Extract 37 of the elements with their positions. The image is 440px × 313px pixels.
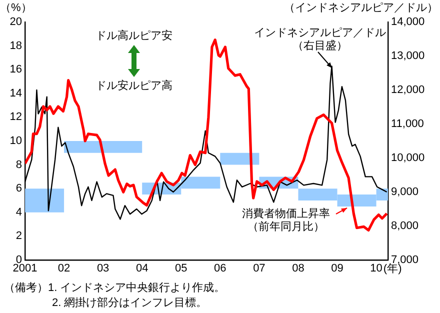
x-tick-label: 05: [175, 262, 188, 275]
y-tick-label: 16: [10, 64, 22, 76]
x-tick-label: 09: [331, 262, 344, 275]
y-tick-label: 14: [10, 87, 22, 100]
text: 2. 網掛け部分はインフレ目標。: [52, 296, 208, 310]
y-axis-title: （%）: [0, 2, 32, 14]
text: インドネシアルピア／ドル（右目盛）: [254, 27, 386, 52]
x-tick-label: 06: [214, 262, 226, 275]
annotation: ドル安ルピア高: [96, 78, 172, 93]
y-tick-label: 20: [10, 16, 22, 28]
y-tick-label: 18: [10, 40, 22, 52]
y-tick-label: 6: [16, 182, 22, 195]
x-tick-label: 07: [253, 262, 266, 275]
y-tick-label: 2: [16, 230, 22, 242]
y2-tick-label: 12,000: [391, 84, 425, 96]
y2-tick-label: 11,000: [391, 118, 424, 130]
y2-tick-label: 13,000: [391, 50, 425, 62]
x-tick-label: 04: [136, 262, 148, 275]
bar: [220, 152, 260, 165]
y2-tick-label: 8,000: [391, 220, 419, 232]
y2-axis-title: （インドネシアルピア／ドル）: [284, 2, 438, 14]
y2-tick-label: 9,000: [391, 186, 419, 198]
y-tick-label: 8: [16, 158, 22, 171]
y2-tick-label: 14,000: [391, 16, 425, 28]
annotation: ドル高ルピア安: [96, 28, 172, 43]
x-tick-label: 03: [96, 262, 110, 275]
legend-label: 消費者物価上昇率（前年同月比）: [242, 207, 330, 234]
y2-tick-label: 10,000: [391, 152, 425, 164]
x-tick-label: 08: [292, 262, 304, 275]
y-tick-label: 4: [16, 206, 22, 218]
y-tick-label: 12: [10, 111, 22, 124]
x-tick-label: 10: [370, 262, 382, 275]
text: （備考）1. インドネシア中央銀行より作成。: [4, 281, 226, 295]
x-tick-label: 02: [58, 262, 70, 275]
x-axis-title: (年): [383, 263, 402, 276]
bar: [25, 188, 64, 212]
y-tick-label: 10: [10, 135, 22, 148]
